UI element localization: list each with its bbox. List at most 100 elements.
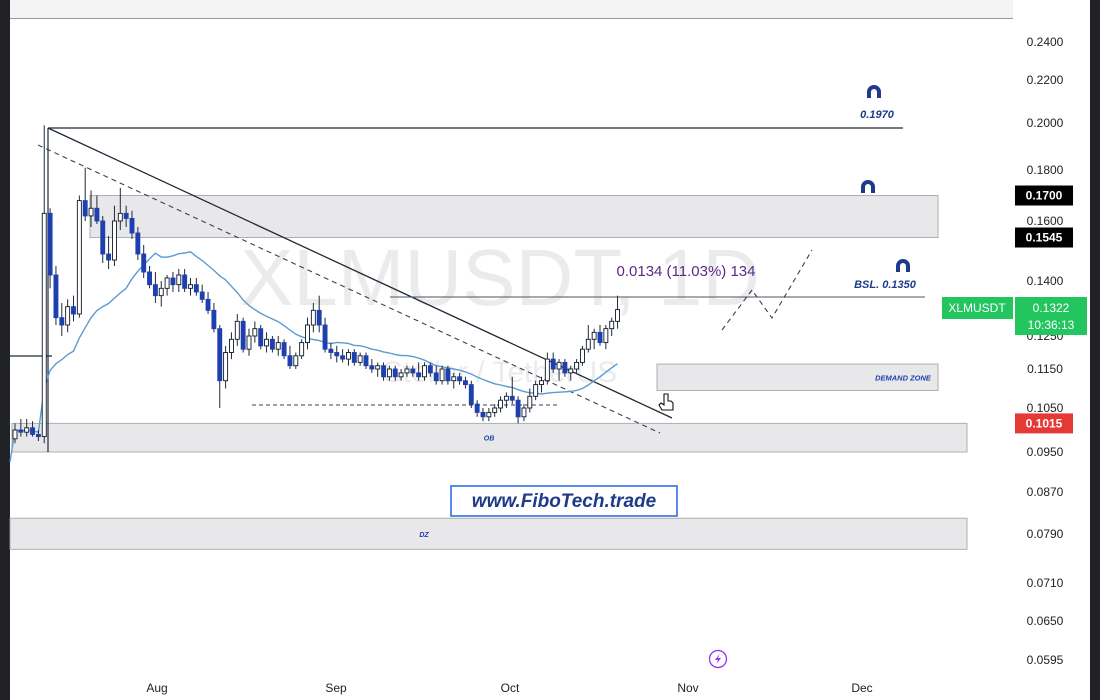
candle-body [193, 284, 199, 293]
candle-body [228, 338, 234, 353]
current-symbol-tag [942, 297, 1013, 319]
time-tick-label: Sep [325, 681, 347, 695]
lightning-icon[interactable] [708, 649, 728, 669]
candle-body [316, 309, 322, 326]
candle-body [252, 328, 258, 337]
candle-body [463, 380, 468, 386]
left-frame-border [0, 0, 10, 700]
price-tick-label: 0.2200 [1027, 73, 1064, 87]
candle-body [82, 200, 88, 217]
candle-body [188, 284, 193, 289]
candle-body [281, 342, 287, 357]
candle-body [591, 331, 597, 340]
candle-body [182, 274, 188, 289]
candle-body [71, 306, 76, 315]
candle-body [176, 274, 182, 286]
candle-body [585, 338, 591, 350]
candles-layer [12, 125, 620, 444]
candle-body [580, 348, 585, 363]
time-tick-label: Oct [501, 681, 520, 695]
candle-body [392, 368, 398, 378]
candle-body [369, 365, 375, 370]
candle-body [170, 277, 176, 286]
price-tick-label: 0.1600 [1027, 214, 1064, 228]
candle-body [135, 232, 141, 255]
price-tick-label: 0.0710 [1027, 576, 1064, 590]
candle-body [568, 368, 574, 374]
candle-body [199, 291, 205, 300]
candle-body [363, 355, 369, 367]
price-badges: 0.1700 0.1545 0.1015 [1015, 185, 1073, 434]
fibotech-link[interactable]: www.FiboTech.trade [450, 485, 678, 517]
candle-body [492, 407, 498, 413]
candle-body [164, 277, 170, 289]
watermark-symbol: XLMUSDT, 1D [240, 233, 760, 322]
watermark-name: Stellar / TetherUS [383, 356, 618, 389]
candle-body [398, 372, 404, 378]
candle-body [550, 358, 556, 370]
price-badge-text: 0.1545 [1026, 231, 1063, 245]
candle-body [94, 207, 100, 222]
candle-body [123, 212, 129, 219]
measure-label: 0.0134 (11.03%) 134 [617, 263, 756, 280]
candle-body [381, 365, 386, 378]
candle-body [234, 320, 240, 340]
candle-body [293, 355, 299, 367]
candle-body [533, 384, 539, 397]
magnet-icon [867, 85, 881, 98]
candle-body [211, 309, 217, 330]
candle-body [111, 220, 117, 261]
candle-body [603, 328, 609, 344]
candle-body [480, 411, 486, 418]
candle-body [100, 220, 106, 255]
candle-body [556, 361, 562, 370]
top-band [10, 0, 1013, 18]
candle-body [152, 284, 158, 297]
time-tick-label: Dec [851, 681, 872, 695]
price-tick-label: 0.0595 [1027, 653, 1064, 667]
current-symbol-text: XLMUSDT [948, 301, 1006, 315]
candle-body [439, 368, 445, 382]
candle-body [474, 403, 480, 413]
candle-body [340, 355, 346, 360]
zone-box [656, 363, 939, 391]
candle-body [41, 212, 47, 438]
zones-layer: DEMAND ZONE OB DZ [9, 195, 968, 550]
candle-body [305, 324, 310, 344]
candle-body [65, 306, 71, 326]
candle-body [433, 372, 439, 382]
candle-body [30, 427, 35, 435]
current-countdown-text: 10:36:13 [1028, 318, 1075, 332]
candle-body [12, 429, 18, 440]
price-tick-label: 0.0950 [1027, 445, 1064, 459]
zone-box [11, 422, 968, 453]
candle-body [258, 328, 264, 347]
time-tick-label: Aug [146, 681, 167, 695]
candle-body [141, 253, 147, 273]
level-label: 0.1970 [860, 109, 895, 121]
candle-body [88, 207, 94, 217]
candle-body [509, 395, 515, 401]
candle-body [539, 380, 544, 386]
candle-body [609, 320, 615, 330]
candle-body [544, 358, 550, 382]
candle-body [445, 368, 451, 382]
candle-body [562, 361, 568, 374]
candle-body [205, 298, 211, 311]
candle-body [147, 271, 153, 286]
candle-body [53, 274, 59, 319]
candle-body [322, 324, 328, 350]
zone-box [9, 517, 968, 550]
price-axis [1013, 0, 1090, 700]
current-price-marker: XLMUSDT 0.1322 10:36:13 [942, 297, 1087, 335]
levels-layer: 0.1970 BSL. 0.1350 [854, 109, 917, 291]
price-tick-label: 0.1800 [1027, 163, 1064, 177]
candle-body [223, 352, 229, 382]
candle-body [275, 342, 281, 350]
candle-body [287, 355, 293, 367]
downtrend-line-dashed [37, 144, 661, 434]
magnet-icon [861, 180, 875, 193]
candle-body [521, 407, 527, 418]
candle-body [47, 212, 53, 276]
